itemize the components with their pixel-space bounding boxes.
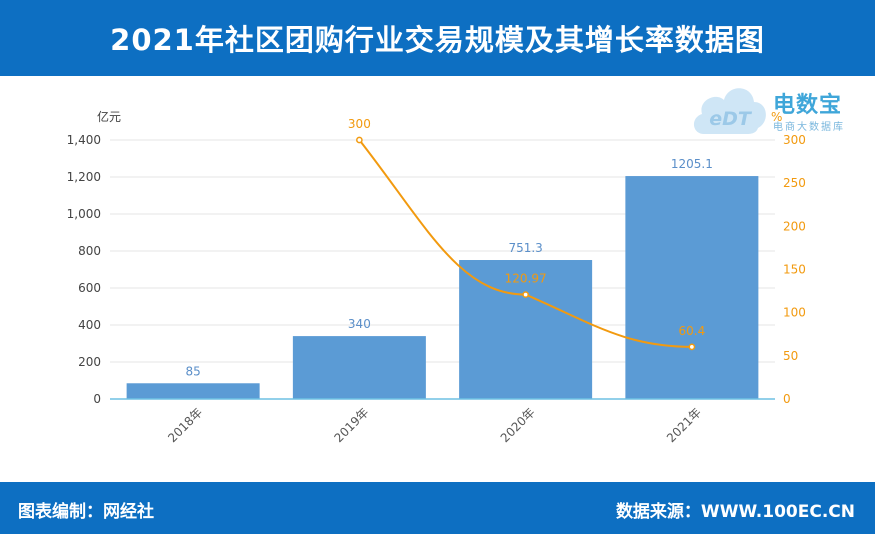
y2-tick-label: 100 <box>783 306 806 320</box>
y-tick-label: 600 <box>78 281 101 295</box>
y-tick-label: 0 <box>93 392 101 406</box>
line-value-label: 300 <box>348 117 371 131</box>
y2-axis-label: % <box>771 110 782 124</box>
bar-value-label: 751.3 <box>508 241 542 255</box>
bar <box>292 336 426 399</box>
y-axis-label: 亿元 <box>97 109 121 124</box>
bar-value-label: 340 <box>348 317 371 331</box>
page-title: 2021年社区团购行业交易规模及其增长率数据图 <box>110 23 765 57</box>
line-point <box>688 343 696 351</box>
logo-subtitle: 电商大数据库 <box>773 122 845 133</box>
line-point <box>356 136 363 144</box>
logo-mark: eDT <box>709 108 753 130</box>
y-tick-label: 200 <box>78 355 101 369</box>
bar-value-label: 1205.1 <box>671 157 713 171</box>
x-tick-label: 2020年 <box>498 405 538 445</box>
x-tick-label: 2019年 <box>332 405 372 445</box>
y2-tick-label: 300 <box>783 133 806 147</box>
y-tick-label: 1,000 <box>67 207 101 221</box>
y-tick-label: 400 <box>78 318 101 332</box>
bar-value-label: 85 <box>185 364 200 378</box>
line-value-label: 60.4 <box>679 324 706 338</box>
x-tick-label: 2021年 <box>664 405 704 445</box>
y-tick-label: 1,200 <box>67 170 101 184</box>
y-tick-label: 800 <box>78 244 101 258</box>
y-tick-label: 1,400 <box>67 133 101 147</box>
logo: eDT 电数宝 电商大数据库 <box>690 78 875 148</box>
y2-tick-label: 50 <box>783 349 798 363</box>
footer-bar: 图表编制：网经社 数据来源：WWW.100EC.CN <box>0 482 875 534</box>
y2-tick-label: 150 <box>783 263 806 277</box>
y2-tick-label: 0 <box>783 392 791 406</box>
y2-tick-label: 250 <box>783 176 806 190</box>
bar <box>625 176 759 399</box>
bar <box>126 383 260 399</box>
footer-credit: 图表编制：网经社 <box>18 502 154 522</box>
cloud-logo-icon: eDT <box>693 88 766 134</box>
line-point <box>522 291 529 298</box>
header-bar: 2021年社区团购行业交易规模及其增长率数据图 <box>0 0 875 76</box>
footer-source: 数据来源：WWW.100EC.CN <box>615 502 855 522</box>
logo-brand: 电数宝 <box>773 93 843 118</box>
line-value-label: 120.97 <box>505 272 547 286</box>
x-tick-label: 2018年 <box>165 405 205 445</box>
y2-tick-label: 200 <box>783 219 806 233</box>
